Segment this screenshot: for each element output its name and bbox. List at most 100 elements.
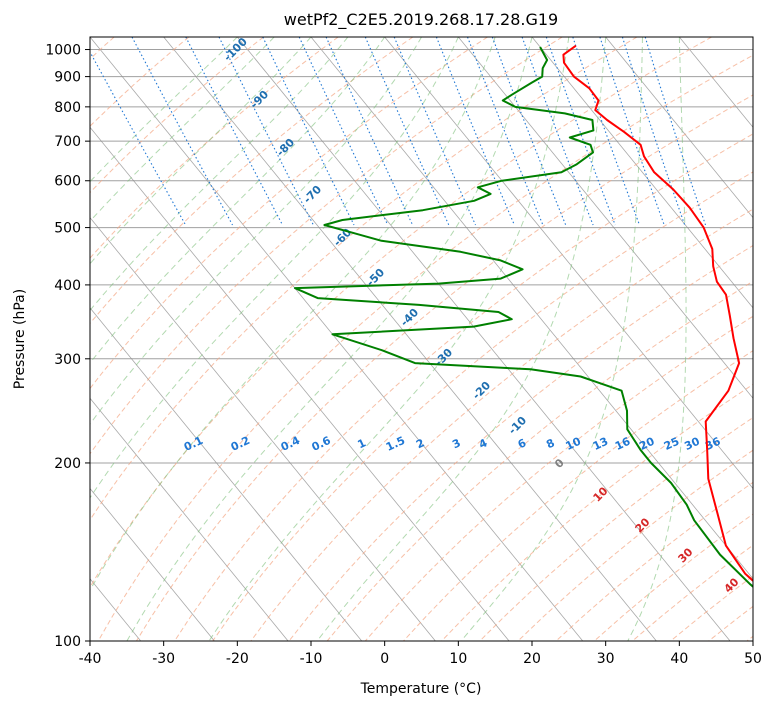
dry-adiabat-line bbox=[90, 37, 414, 325]
mixing-ratio-label: 8 bbox=[544, 436, 556, 451]
dry-adiabat-line bbox=[212, 171, 753, 641]
isotherm-line bbox=[384, 37, 753, 490]
dry-adiabat-line bbox=[441, 383, 753, 641]
x-tick-label: 50 bbox=[744, 651, 762, 667]
dry-adiabat-line bbox=[326, 280, 753, 641]
mixing-ratio-line bbox=[466, 37, 544, 226]
dry-adiabat-line bbox=[135, 94, 753, 641]
x-tick-label: 10 bbox=[449, 651, 467, 667]
moist-adiabat-line bbox=[90, 37, 459, 499]
isotherm-line bbox=[310, 37, 753, 580]
dry-adiabat-line bbox=[555, 481, 753, 641]
adiabat-labels: -100-90-80-70-60-50-40-30-20-10010203040… bbox=[182, 37, 742, 596]
y-tick-label: 700 bbox=[54, 134, 81, 150]
y-tick-label: 600 bbox=[54, 174, 81, 190]
isobar-grid bbox=[90, 49, 753, 641]
y-axis-ticks: 100 200 300 400 500 600 700 800 900 1000 bbox=[45, 43, 90, 650]
moist-adiabat-line bbox=[90, 37, 496, 592]
moist-adiabat-line bbox=[460, 37, 643, 641]
isotherm-line bbox=[237, 37, 731, 641]
x-axis-label: Temperature (°C) bbox=[360, 681, 482, 697]
isotherm-line bbox=[605, 37, 753, 219]
mixing-ratio-label: 20 bbox=[637, 435, 657, 453]
dry-adiabat-line bbox=[90, 37, 339, 259]
mixing-ratio-line bbox=[185, 37, 283, 226]
isotherm-line bbox=[458, 37, 753, 399]
mixing-ratio-line bbox=[131, 37, 233, 226]
dry-adiabat-label: 30 bbox=[676, 545, 696, 565]
x-tick-label: 20 bbox=[523, 651, 541, 667]
isotherm-line bbox=[90, 37, 584, 641]
dry-adiabat-line bbox=[288, 244, 753, 641]
plot-frame bbox=[89, 36, 754, 642]
isotherm-line bbox=[679, 37, 753, 128]
dry-adiabat-label: 10 bbox=[591, 484, 611, 504]
dry-adiabats bbox=[90, 37, 753, 641]
mixing-ratio-label: 2 bbox=[414, 436, 426, 451]
mixing-ratio-label: 36 bbox=[703, 435, 723, 453]
y-tick-label: 200 bbox=[54, 456, 81, 472]
mixing-ratio-line bbox=[393, 37, 477, 226]
y-tick-label: 900 bbox=[54, 70, 81, 86]
mixing-ratio-line bbox=[298, 37, 389, 226]
isotherm-line bbox=[90, 487, 215, 641]
y-tick-label: 100 bbox=[54, 634, 81, 650]
isotherm-line bbox=[90, 307, 363, 641]
y-tick-label: 800 bbox=[54, 100, 81, 116]
mixing-ratio-lines bbox=[90, 37, 707, 226]
dry-adiabat-line bbox=[90, 37, 638, 521]
mixing-ratio-line bbox=[435, 37, 515, 226]
mixing-ratio-line bbox=[545, 37, 616, 226]
mixing-ratio-line bbox=[521, 37, 594, 226]
moist-adiabat-line bbox=[90, 37, 238, 183]
mixing-ratio-label: 1 bbox=[356, 436, 368, 451]
dry-adiabat-line bbox=[403, 350, 753, 641]
dry-adiabat-line bbox=[90, 37, 264, 194]
moist-adiabat-line bbox=[126, 37, 533, 641]
dry-adiabat-line bbox=[479, 416, 753, 641]
dry-adiabat-label: 20 bbox=[633, 515, 653, 535]
moist-adiabat-line bbox=[90, 37, 422, 425]
dry-adiabat-label: -20 bbox=[470, 379, 493, 402]
dry-adiabat-line bbox=[746, 635, 753, 641]
y-tick-label: 1000 bbox=[45, 43, 81, 59]
y-axis-label: Pressure (hPa) bbox=[12, 289, 28, 389]
mixing-ratio-label: 0.4 bbox=[279, 434, 302, 454]
x-tick-label: -10 bbox=[300, 651, 323, 667]
mixing-ratio-line bbox=[364, 37, 450, 226]
x-tick-label: 30 bbox=[597, 651, 615, 667]
dewpoint-line bbox=[293, 46, 753, 588]
moist-adiabat-line bbox=[627, 37, 687, 641]
mixing-ratio-label: 13 bbox=[591, 435, 610, 453]
mixing-ratio-label: 0.2 bbox=[229, 434, 252, 454]
mixing-ratio-label: 10 bbox=[564, 435, 584, 453]
chart-title: wetPf2_C2E5.2019.268.17.28.G19 bbox=[284, 10, 558, 30]
x-axis-ticks: -40 -30 -20 -10 0 10 20 30 40 50 bbox=[79, 641, 762, 667]
mixing-ratio-label: 16 bbox=[613, 435, 633, 453]
mixing-ratio-line bbox=[572, 37, 641, 226]
mixing-ratio-line bbox=[218, 37, 314, 226]
moist-adiabat-line bbox=[90, 37, 349, 312]
mixing-ratio-label: 1.5 bbox=[384, 434, 407, 454]
moist-adiabat-line bbox=[208, 37, 570, 641]
mixing-ratio-label: 30 bbox=[682, 435, 702, 453]
mixing-ratio-line bbox=[599, 37, 665, 226]
mixing-ratio-label: 6 bbox=[516, 436, 529, 451]
mixing-ratio-label: 25 bbox=[662, 435, 681, 453]
y-tick-label: 300 bbox=[54, 352, 81, 368]
dry-adiabat-label: -70 bbox=[301, 183, 324, 206]
x-tick-label: -20 bbox=[226, 651, 249, 667]
x-tick-label: -40 bbox=[79, 651, 102, 667]
mixing-ratio-label: 0.1 bbox=[182, 434, 205, 454]
profile-series bbox=[293, 44, 753, 588]
x-tick-label: 40 bbox=[670, 651, 688, 667]
mixing-ratio-line bbox=[262, 37, 355, 226]
dry-adiabat-line bbox=[517, 449, 753, 641]
mixing-ratio-line bbox=[90, 50, 187, 226]
temperature-line bbox=[562, 44, 753, 583]
x-tick-label: -30 bbox=[152, 651, 175, 667]
isotherm-line bbox=[90, 126, 510, 641]
y-tick-label: 400 bbox=[54, 278, 81, 294]
moist-adiabat-line bbox=[90, 37, 275, 223]
